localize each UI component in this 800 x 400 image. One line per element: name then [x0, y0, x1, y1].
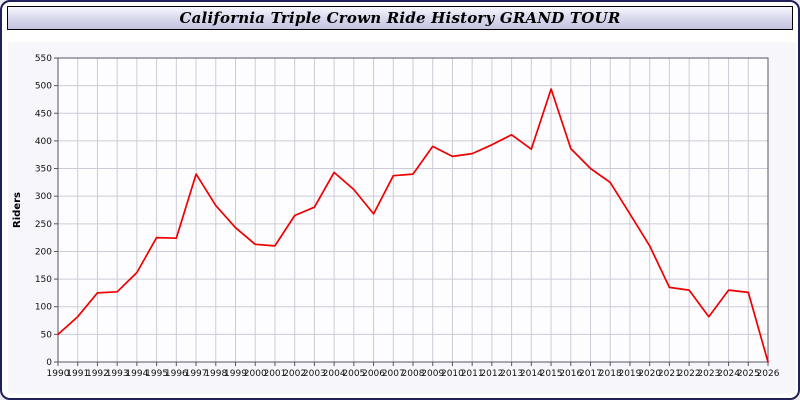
- y-tick-label: 450: [35, 109, 52, 119]
- x-tick-label: 1991: [66, 369, 89, 379]
- x-tick-label: 2014: [520, 369, 543, 379]
- x-tick-label: 2020: [638, 369, 661, 379]
- y-tick-label: 100: [35, 303, 52, 313]
- x-tick-label: 1999: [224, 369, 247, 379]
- x-tick-label: 2009: [421, 369, 444, 379]
- y-tick-label: 150: [35, 275, 52, 285]
- x-tick-label: 1996: [165, 369, 188, 379]
- y-tick-label: 400: [35, 137, 52, 147]
- x-tick-label: 2001: [263, 369, 286, 379]
- y-tick-label: 200: [35, 247, 52, 257]
- x-tick-label: 2022: [678, 369, 701, 379]
- x-tick-label: 2021: [658, 369, 681, 379]
- x-tick-label: 2013: [500, 369, 523, 379]
- x-tick-label: 1998: [204, 369, 227, 379]
- chart-panel: 0 50 100 150 200 250 300 350 400 450 500 550 1990 199…: [8, 42, 796, 394]
- x-axis-labels: 1990199119921993199419951996199719981999…: [47, 369, 780, 379]
- y-tick-label: 350: [35, 165, 52, 175]
- plot-border: [57, 57, 769, 363]
- x-tick-label: 2016: [559, 369, 582, 379]
- y-axis-labels: 0 50 100 150 200 250 300 350 400 450 500 550: [35, 54, 52, 368]
- y-tick-label: 50: [41, 330, 53, 340]
- axis-ticks: [54, 57, 769, 366]
- x-tick-label: 2003: [303, 369, 326, 379]
- y-tick-label: 300: [35, 192, 52, 202]
- data-line-riders: [57, 88, 769, 363]
- x-tick-label: 2008: [402, 369, 425, 379]
- x-tick-label: 2005: [342, 369, 365, 379]
- x-tick-label: 1994: [125, 369, 148, 379]
- x-tick-label: 2011: [461, 369, 484, 379]
- x-tick-label: 2004: [323, 369, 346, 379]
- x-tick-label: 2007: [382, 369, 405, 379]
- x-tick-label: 2023: [697, 369, 720, 379]
- x-tick-label: 2015: [540, 369, 563, 379]
- x-tick-label: 1993: [106, 369, 129, 379]
- x-tick-label: 2018: [599, 369, 622, 379]
- x-tick-label: 1995: [145, 369, 168, 379]
- x-tick-label: 1992: [86, 369, 109, 379]
- chart-title-bar: California Triple Crown Ride History GRA…: [7, 6, 793, 30]
- x-tick-label: 2026: [757, 369, 780, 379]
- x-tick-label: 2017: [579, 369, 602, 379]
- y-tick-label: 250: [35, 220, 52, 230]
- y-axis-title: Riders: [12, 192, 23, 228]
- x-tick-label: 2019: [618, 369, 641, 379]
- x-tick-label: 2006: [362, 369, 385, 379]
- x-tick-label: 2012: [480, 369, 503, 379]
- chart-svg: 0501001502002503003504004505005501990199…: [12, 54, 780, 379]
- y-tick-label: 550: [35, 54, 52, 64]
- x-tick-label: 2010: [441, 369, 464, 379]
- x-tick-label: 1997: [185, 369, 208, 379]
- x-tick-label: 2002: [283, 369, 306, 379]
- x-tick-label: 2025: [737, 369, 760, 379]
- x-tick-label: 2000: [244, 369, 267, 379]
- y-tick-label: 0: [46, 358, 52, 368]
- x-tick-label: 2024: [717, 369, 740, 379]
- x-tick-label: 1990: [47, 369, 70, 379]
- chart-title: California Triple Crown Ride History GRA…: [179, 9, 621, 27]
- y-tick-label: 500: [35, 82, 52, 92]
